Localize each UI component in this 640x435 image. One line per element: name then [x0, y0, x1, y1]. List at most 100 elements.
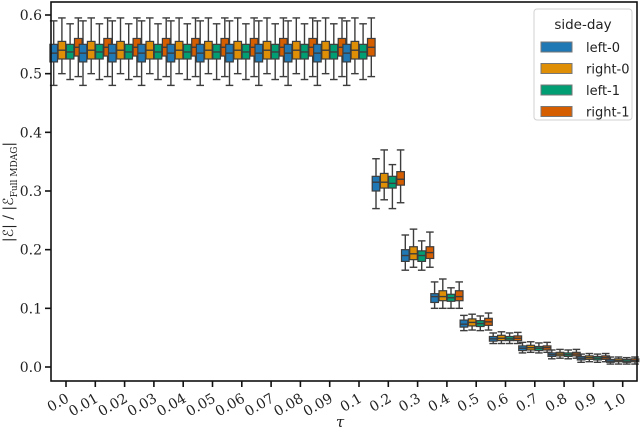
box-left-1: [475, 315, 485, 332]
box-right-0: [291, 17, 301, 75]
box-right-1: [454, 281, 464, 310]
box-group-0.7: [518, 341, 552, 354]
legend-swatch: [540, 106, 573, 117]
y-label-numerator: |ℰ| / |ℰ: [1, 197, 17, 242]
x-tick-label: 0.7: [514, 391, 541, 416]
box-right-0: [438, 278, 448, 310]
box-right-0: [321, 17, 330, 75]
box-right-1: [484, 312, 493, 331]
box-group-1.0: [605, 356, 640, 365]
box-left-1: [358, 23, 368, 81]
box-right-0: [467, 313, 477, 331]
box-left-0: [137, 20, 147, 87]
legend-label: left-0: [586, 41, 620, 56]
box-group-0.9: [576, 352, 611, 364]
y-tick-label: 0.1: [20, 301, 42, 317]
legend-swatch: [540, 84, 573, 96]
box-left-1: [534, 342, 544, 354]
box-group-0.02: [107, 17, 142, 87]
box-right-0: [555, 348, 565, 359]
box-left-1: [446, 287, 456, 310]
box-left-1: [329, 23, 339, 81]
box-right-0: [116, 17, 125, 75]
y-tick-label: 0.5: [20, 67, 42, 83]
box-group-0.3: [400, 228, 435, 271]
box-left-1: [65, 23, 75, 81]
legend-swatch: [540, 63, 573, 74]
x-tick-label: 0.9: [572, 391, 599, 416]
box-group-0.06: [225, 17, 259, 87]
box-group-0.01: [78, 17, 113, 87]
box-right-1: [337, 17, 347, 78]
legend: side-day left-0 right-0 left-1 right-1: [533, 8, 633, 121]
x-tick-label: 0.1: [338, 391, 365, 416]
box-left-1: [505, 332, 514, 345]
box-group-0.6: [488, 331, 523, 345]
box-right-0: [497, 331, 506, 345]
box-right-1: [571, 348, 581, 359]
x-tick-label: 0.09: [301, 391, 336, 420]
box-right-0: [379, 149, 389, 201]
box-group-0.05: [195, 17, 230, 87]
box-left-0: [313, 20, 322, 87]
box-left-0: [488, 332, 498, 345]
box-left-1: [563, 349, 573, 360]
box-left-1: [124, 23, 134, 81]
box-left-1: [153, 23, 163, 81]
box-right-0: [233, 17, 243, 75]
box-group-0.09: [313, 17, 347, 87]
box-right-0: [526, 341, 536, 354]
box-right-0: [409, 228, 418, 268]
box-left-0: [342, 20, 352, 87]
box-right-1: [366, 17, 376, 78]
box-right-0: [614, 356, 623, 365]
y-axis-label: |ℰ| / |ℰFull MDAG|: [1, 142, 20, 242]
box-left-0: [459, 314, 469, 332]
legend-item-right-0: right-0: [540, 63, 630, 78]
x-tick-label: 0.8: [543, 391, 570, 416]
x-tick-label: 0.3: [396, 391, 423, 416]
x-tick-label: 0.5: [455, 391, 482, 416]
box-left-1: [417, 240, 427, 271]
x-axis-label: τ: [336, 413, 345, 431]
legend-item-right-1: right-1: [540, 106, 630, 121]
box-right-0: [86, 17, 96, 75]
box-left-0: [166, 20, 176, 87]
x-tick-label: 0.6: [484, 391, 511, 416]
x-tick-label: 0.4: [426, 391, 453, 416]
box-group-0.5: [459, 312, 493, 332]
legend-item-left-0: left-0: [540, 41, 620, 56]
box-left-1: [388, 163, 397, 210]
box-group-0.2: [371, 149, 405, 210]
y-label-close: |: [1, 142, 17, 147]
box-right-0: [204, 17, 213, 75]
box-left-1: [270, 23, 280, 81]
box-group-0.04: [166, 17, 200, 87]
box-left-1: [94, 23, 104, 81]
legend-label: right-0: [586, 63, 630, 78]
box-left-1: [212, 23, 222, 81]
box-left-0: [107, 20, 117, 87]
box-left-0: [225, 20, 234, 87]
box-groups: [49, 17, 640, 365]
box-right-0: [350, 17, 360, 75]
y-tick-label: 0.0: [20, 360, 42, 376]
y-tick-label: 0.3: [20, 184, 42, 200]
box-left-0: [78, 20, 88, 87]
box-right-0: [57, 17, 67, 75]
box-right-1: [396, 149, 405, 204]
legend-label: left-1: [586, 84, 620, 99]
box-group-0.4: [430, 278, 464, 310]
box-right-0: [145, 17, 155, 75]
box-right-0: [584, 352, 594, 363]
box-left-0: [576, 353, 586, 364]
y-label-subscript: Full MDAG: [10, 147, 20, 198]
box-group-0.8: [547, 348, 581, 360]
legend-title: side-day: [554, 17, 611, 33]
box-group-0.08: [283, 17, 318, 87]
box-right-1: [103, 17, 113, 78]
box-left-0: [518, 341, 527, 354]
svg-text:|ℰ| / |ℰFull MDAG|: |ℰ| / |ℰFull MDAG|: [1, 142, 20, 242]
box-left-0: [254, 20, 264, 87]
